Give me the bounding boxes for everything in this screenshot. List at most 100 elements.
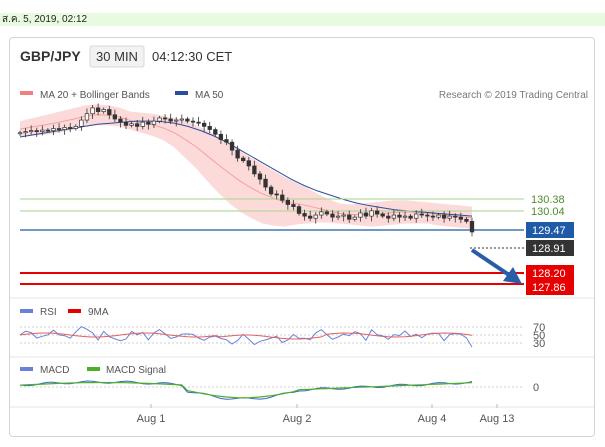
macd-legend-label: MACD: [40, 365, 69, 376]
candle-body: [441, 214, 447, 219]
candle-body: [129, 123, 134, 126]
candle-body: [95, 107, 101, 112]
candle-body: [29, 130, 34, 133]
interval-label: 30 MIN: [96, 49, 138, 64]
rsi-swatch: [20, 309, 33, 313]
candle-body: [341, 214, 346, 217]
candle-body: [241, 157, 246, 162]
bollinger-legend-label: MA 20 + Bollinger Bands: [40, 90, 150, 101]
candle-body: [23, 131, 28, 134]
chart-frame: [9, 37, 595, 437]
candle-body: [414, 213, 419, 219]
rsi-ma-swatch: [68, 309, 81, 313]
macd-signal-swatch: [87, 367, 100, 371]
rsi-line: [19, 325, 473, 348]
pair-title: GBP/JPY: [20, 48, 81, 64]
candle-body: [112, 114, 118, 120]
candle-body: [296, 206, 302, 214]
candle-body: [252, 165, 257, 175]
candle-body: [218, 133, 224, 140]
candle-body: [190, 120, 196, 123]
candle-body: [464, 218, 469, 222]
candle-body: [157, 117, 162, 122]
candle-body: [369, 210, 374, 217]
candle-body: [229, 141, 235, 151]
x-tick-aug1: Aug 1: [137, 413, 166, 425]
candle-body: [453, 215, 458, 218]
ma50-legend-label: MA 50: [195, 90, 224, 101]
candle-body: [363, 212, 369, 217]
support-tag-1: [526, 265, 574, 281]
candle-body: [246, 160, 251, 167]
candle-body: [135, 123, 140, 127]
candle-body: [140, 121, 145, 127]
ma50-swatch: [175, 91, 188, 95]
candle-body: [151, 120, 157, 125]
candle-body: [313, 214, 318, 219]
macd-line: [19, 380, 473, 400]
candle-body: [185, 118, 190, 122]
candle-body: [380, 213, 385, 217]
macd-signal-legend-label: MACD Signal: [106, 365, 166, 376]
bollinger-swatch: [20, 91, 33, 95]
support-label-1: 128.20: [532, 268, 566, 280]
rsi-tick-30: 30: [533, 338, 545, 350]
candle-body: [469, 221, 475, 233]
candle-body: [447, 215, 452, 219]
candle-body: [335, 215, 341, 218]
macd-zero-tick: 0: [533, 382, 539, 394]
candle-body: [391, 214, 397, 219]
candle-body: [45, 129, 51, 132]
candle-body: [62, 127, 67, 130]
candle-body: [347, 214, 352, 220]
candle-body: [436, 214, 441, 218]
candle-body: [123, 121, 129, 126]
date-header: ส.ค. 5, 2019, 02:12: [0, 13, 605, 26]
candle-body: [68, 127, 73, 129]
rsi-ma-line: [19, 332, 473, 340]
resistance-label-2: 130.04: [531, 206, 565, 218]
candle-body: [101, 109, 106, 112]
pivot-label: 129.47: [532, 225, 566, 237]
forecast-arrow-shaft: [470, 248, 514, 279]
candle-body: [402, 215, 408, 218]
candle-body: [263, 178, 268, 188]
candle-body: [408, 215, 413, 219]
x-tick-aug2: Aug 2: [283, 413, 312, 425]
interval-box: [89, 45, 145, 68]
candle-body: [386, 215, 391, 219]
support-tag-2: [526, 279, 574, 295]
candle-body: [179, 118, 184, 121]
candle-body: [56, 128, 62, 130]
candle-body: [397, 214, 402, 218]
candles: [17, 103, 475, 237]
candle-body: [274, 193, 279, 196]
candle-body: [107, 109, 112, 116]
macd-swatch: [20, 367, 33, 371]
candle-body: [358, 212, 363, 218]
candle-body: [235, 149, 240, 159]
forecast-arrow-head: [503, 267, 522, 284]
candle-body: [302, 213, 307, 217]
candle-body: [51, 128, 56, 131]
rsi-legend-label: RSI: [40, 307, 57, 318]
rsi-tick-50: 50: [533, 330, 545, 342]
candle-body: [330, 213, 335, 218]
candle-body: [118, 118, 123, 123]
candle-body: [146, 121, 151, 125]
ma50-line: [19, 120, 473, 217]
rsi-tick-70: 70: [533, 322, 545, 334]
candle-body: [34, 130, 39, 133]
candle-body: [90, 107, 95, 115]
macd-signal-line: [19, 381, 473, 399]
candle-body: [162, 117, 168, 120]
candle-body: [374, 210, 380, 215]
candle-body: [324, 211, 330, 215]
candle-body: [224, 139, 229, 143]
header-time: 04:12:30 CET: [152, 49, 232, 64]
rsi-ma-legend-label: 9MA: [88, 307, 109, 318]
pivot-tag: [526, 222, 574, 238]
candle-body: [319, 211, 324, 216]
candle-body: [17, 132, 23, 135]
current-price-label: 128.91: [532, 243, 566, 255]
